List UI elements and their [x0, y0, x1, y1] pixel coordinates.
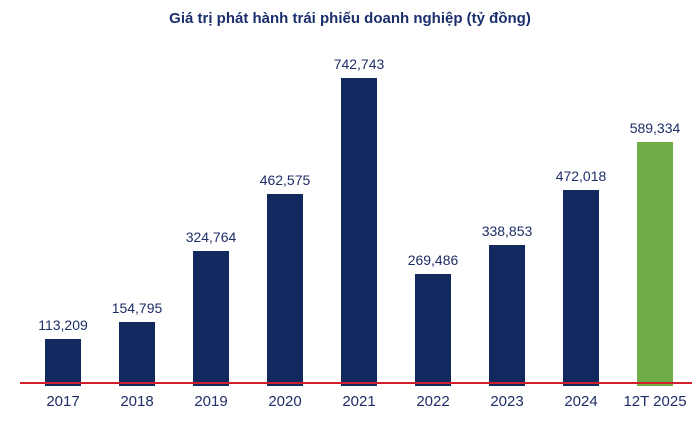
x-tick-label: 2017: [46, 393, 80, 410]
value-label: 742,743: [333, 56, 385, 72]
value-label: 269,486: [407, 252, 459, 268]
value-label: 154,795: [111, 300, 163, 316]
plot-area: 113,209 154,795 324,764 462,575 742,743 269,4…: [20, 44, 692, 386]
bar-column-2022: 269,486: [396, 44, 470, 386]
bar-2020: [267, 194, 303, 386]
x-tick-label: 2023: [490, 393, 524, 410]
bar-2022: [415, 274, 451, 386]
x-tick-label: 2019: [194, 393, 228, 410]
value-label: 324,764: [185, 229, 237, 245]
bar-2017: [45, 339, 81, 386]
bar-2023: [489, 245, 525, 386]
x-tick-label: 2018: [120, 393, 154, 410]
bars-group: 113,209 154,795 324,764 462,575 742,743 269,4…: [26, 44, 692, 386]
x-tick-label: 2021: [342, 393, 376, 410]
bar-column-2017: 113,209: [26, 44, 100, 386]
bar-2021: [341, 78, 377, 386]
bar-column-2024: 472,018: [544, 44, 618, 386]
value-label: 338,853: [481, 223, 533, 239]
bar-2019: [193, 251, 229, 386]
x-axis-labels: 2017 2018 2019 2020 2021 2022 2023 2024 12T 2025: [26, 393, 692, 410]
bar-2018: [119, 322, 155, 386]
x-tick-label: 2024: [564, 393, 598, 410]
bar-column-2020: 462,575: [248, 44, 322, 386]
bar-column-2019: 324,764: [174, 44, 248, 386]
x-tick-label: 12T 2025: [623, 393, 687, 410]
bar-column-2021: 742,743: [322, 44, 396, 386]
value-label: 113,209: [38, 317, 88, 333]
value-label: 472,018: [555, 168, 607, 184]
x-axis-line: [20, 382, 692, 384]
bar-2024: [563, 190, 599, 386]
bar-column-2018: 154,795: [100, 44, 174, 386]
bar-12t-2025: [637, 142, 673, 386]
x-tick-label: 2020: [268, 393, 302, 410]
bar-column-2023: 338,853: [470, 44, 544, 386]
bar-column-12t-2025: 589,334: [618, 44, 692, 386]
x-tick-label: 2022: [416, 393, 450, 410]
value-label: 462,575: [259, 172, 311, 188]
chart-title: Giá trị phát hành trái phiếu doanh nghiệ…: [169, 10, 531, 27]
value-label: 589,334: [629, 120, 681, 136]
